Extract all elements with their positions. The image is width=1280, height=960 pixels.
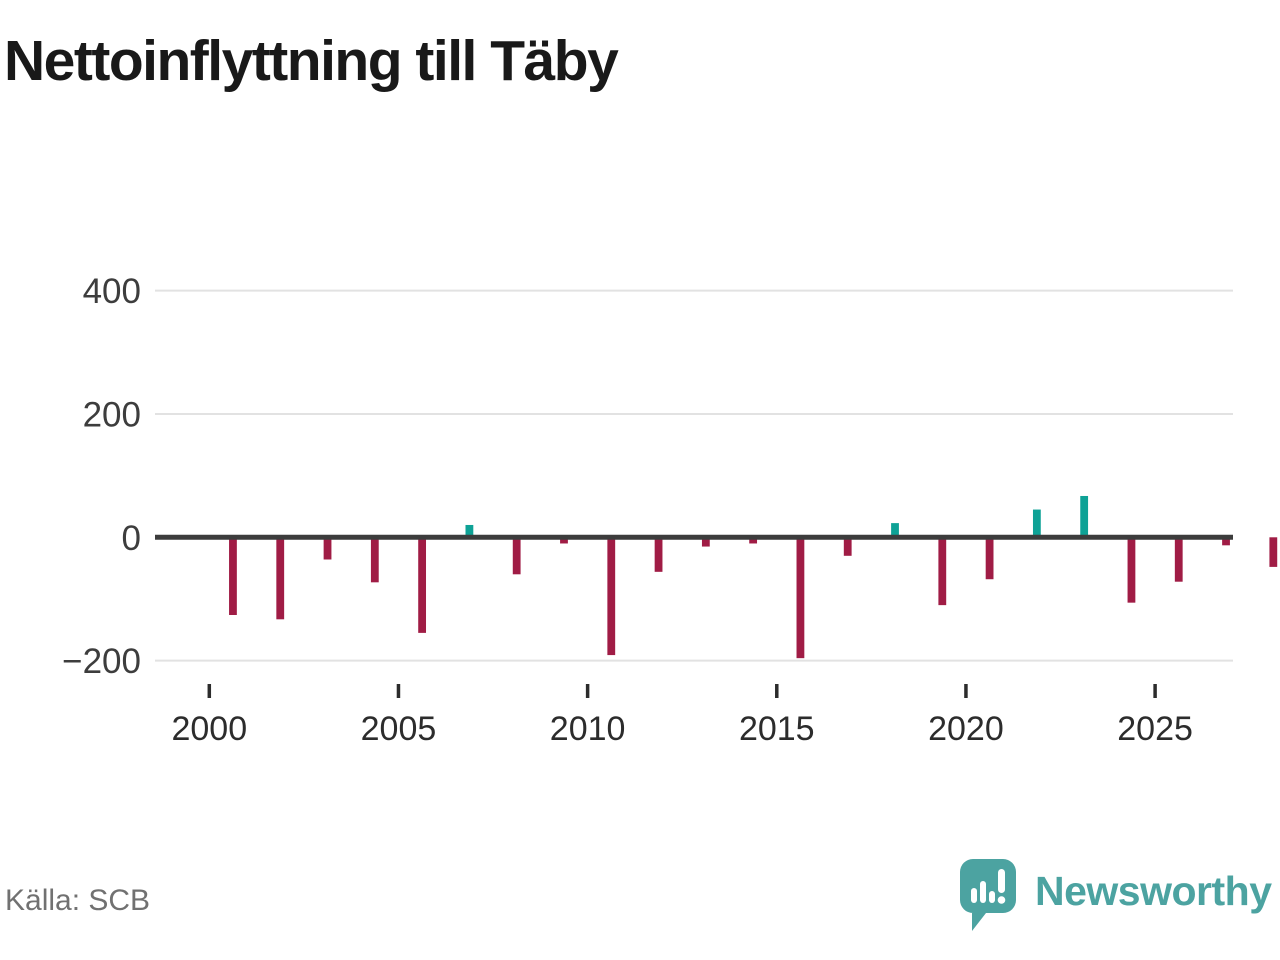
bar-2004Q2 [1032,509,1041,538]
logo-bar-1 [971,888,977,903]
bar-2002Q3 [701,537,710,547]
bar-2004Q1 [985,537,994,580]
bar-2001Q3 [512,537,521,575]
x-axis-label-2015: 2015 [739,710,815,748]
bar-2001Q1 [418,537,427,633]
x-axis-label-2020: 2020 [928,710,1004,748]
bar-2003Q4 [938,537,947,606]
bar-2002Q2 [654,537,663,572]
bar-2003Q2 [843,537,852,556]
brand-name: Newsworthy [1035,868,1272,914]
logo-bar-2 [980,881,986,903]
bar-2004Q3 [1080,495,1089,538]
bar-2002Q1 [607,537,616,656]
logo-exclamation-dot [997,896,1006,904]
logo-bar-3 [989,891,995,903]
y-axis-label-0: 0 [122,519,141,558]
x-axis-label-2000: 2000 [171,710,247,748]
x-axis-label-2010: 2010 [550,710,626,748]
source-note: Källa: SCB [5,884,151,917]
logo-exclamation-bar [998,869,1005,893]
bar-2005Q1 [1174,537,1183,582]
chart-title: Nettoinflyttning till Täby [4,29,619,93]
newsworthy-logo-icon [960,859,1016,931]
bar-2004Q4 [1127,537,1136,603]
bar-2005Q3 [1269,537,1278,567]
y-axis-label--200: −200 [62,642,141,681]
bar-2001Q4 [560,537,568,544]
bar-2003Q1 [796,537,805,659]
bar-2000Q2 [276,537,285,620]
y-axis-label-400: 400 [83,272,141,311]
bar-2000Q4 [370,537,379,583]
bar-2000Q3 [323,537,332,560]
bar-2002Q4 [749,537,758,544]
bar-2000Q1 [229,537,237,615]
bar-2003Q3 [891,523,899,538]
y-axis-label-200: 200 [83,396,141,435]
bar-2005Q2 [1222,537,1230,546]
x-axis-label-2025: 2025 [1117,710,1193,748]
x-axis-label-2005: 2005 [361,710,437,748]
logo-bubble [960,859,1016,931]
bar-2001Q2 [465,524,474,538]
